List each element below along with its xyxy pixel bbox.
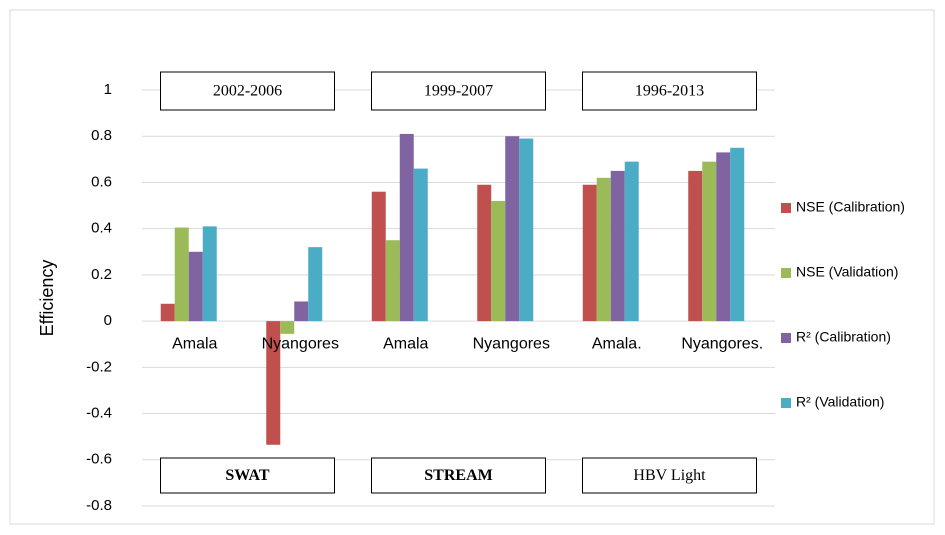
y-tick-label: 0 <box>104 312 112 329</box>
x-tick-label: Amala. <box>592 335 642 352</box>
annotation-box <box>371 71 546 111</box>
bar <box>413 168 428 322</box>
bar <box>280 321 295 334</box>
legend-swatch <box>781 203 791 213</box>
annotation-box <box>582 457 757 494</box>
annotation: STREAM <box>424 467 492 484</box>
bar <box>174 227 189 322</box>
annotation-box <box>371 457 546 494</box>
legend-label: NSE (Validation) <box>796 264 898 280</box>
y-tick-label: 0.6 <box>91 173 112 190</box>
y-tick-label: -0.8 <box>86 497 112 514</box>
y-tick-label: -0.4 <box>86 405 112 422</box>
annotation: SWAT <box>225 467 269 484</box>
legend-label: R² (Validation) <box>796 394 884 410</box>
bar <box>688 170 703 322</box>
bar <box>582 184 597 322</box>
bar <box>371 191 386 322</box>
annotation: HBV Light <box>633 467 706 484</box>
annotation-box <box>160 71 335 111</box>
bar <box>266 321 281 445</box>
x-tick-label: Nyangores <box>262 335 339 352</box>
bar <box>491 200 506 322</box>
x-tick-label: Nyangores <box>473 335 550 352</box>
bar <box>610 170 625 322</box>
bar <box>596 177 611 322</box>
bar <box>505 136 520 322</box>
x-tick-label: Amala <box>172 335 217 352</box>
bar <box>399 133 414 322</box>
x-tick-label: Nyangores. <box>681 335 763 352</box>
bar <box>624 161 639 322</box>
x-tick-label: Amala <box>383 335 428 352</box>
annotation: 1996-2013 <box>635 83 704 100</box>
bar <box>477 184 492 322</box>
bar <box>730 147 745 322</box>
y-axis-label: Efficiency <box>37 260 57 337</box>
legend-label: NSE (Calibration) <box>796 199 905 215</box>
y-tick-label: -0.6 <box>86 451 112 468</box>
bar <box>160 303 175 322</box>
annotation-box <box>160 457 335 494</box>
annotation: 1999-2007 <box>424 83 493 100</box>
y-tick-label: 0.2 <box>91 266 112 283</box>
bar <box>188 251 203 322</box>
legend-swatch <box>781 333 791 343</box>
annotation: 2002-2006 <box>213 83 282 100</box>
bar <box>385 240 400 322</box>
y-tick-label: 1 <box>104 81 112 98</box>
bar <box>716 152 731 322</box>
y-tick-label: -0.2 <box>86 358 112 375</box>
legend-swatch <box>781 268 791 278</box>
y-tick-label: 0.8 <box>91 127 112 144</box>
legend-swatch <box>781 398 791 408</box>
y-tick-label: 0.4 <box>91 220 112 237</box>
bar <box>702 161 717 322</box>
bar <box>308 247 323 322</box>
bar <box>294 301 309 322</box>
legend-label: R² (Calibration) <box>796 329 891 345</box>
bar <box>202 226 217 322</box>
bar <box>519 138 534 322</box>
annotation-box <box>582 71 757 111</box>
